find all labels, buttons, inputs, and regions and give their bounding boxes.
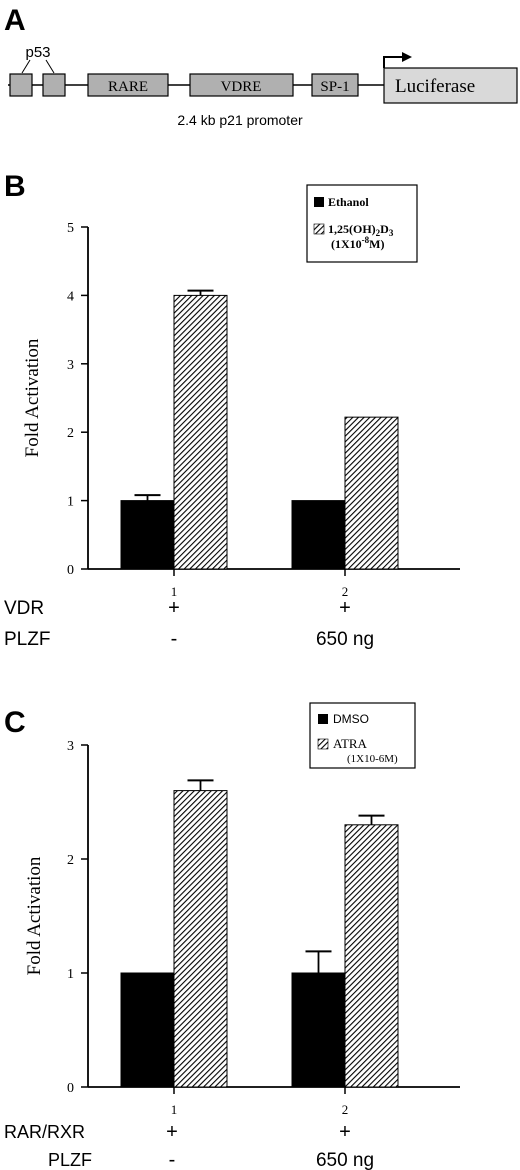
- y-tick-label: 2: [67, 426, 74, 441]
- legend-label-vitd-conc: (1X10-8M): [331, 235, 385, 251]
- promoter-caption: 2.4 kb p21 promoter: [177, 112, 303, 128]
- chart-c-legend: DMSO ATRA (1X10-6M): [309, 702, 416, 769]
- legend-label-dmso: DMSO: [333, 712, 369, 726]
- x-tick-label: 1: [171, 1102, 178, 1117]
- p53-site-1: [9, 73, 33, 97]
- legend-swatch-dmso: [318, 714, 328, 724]
- bar-treated: [173, 790, 228, 1088]
- y-tick-label: 3: [67, 358, 74, 373]
- rare-box: [87, 73, 169, 97]
- vdre-label: VDRE: [221, 79, 262, 95]
- chart-b-y-axis-label: Fold Activation: [22, 338, 43, 457]
- condition-label-plzf: PLZF: [48, 1150, 92, 1170]
- condition-value: +: [339, 597, 351, 619]
- luciferase-label: Luciferase: [395, 76, 475, 97]
- bar-treated: [344, 416, 399, 570]
- condition-value: 650 ng: [316, 629, 374, 650]
- chart-c: Fold Activation 0 1 2 3 1 2: [24, 739, 460, 1117]
- p53-pointer-1: [21, 59, 31, 74]
- bar-treated: [173, 294, 228, 570]
- bar-control: [120, 972, 175, 1088]
- panel-letter-b: B: [4, 170, 26, 203]
- bar-control: [291, 972, 346, 1088]
- p53-label: p53: [25, 44, 50, 61]
- condition-value: -: [169, 1149, 176, 1170]
- panel-a: A p53 RARE VDRE SP-1 Luciferase 2.4 kb p…: [4, 4, 518, 128]
- legend-label-atra-conc: (1X10-6M): [347, 753, 398, 765]
- y-tick-label: 5: [67, 221, 74, 236]
- condition-value: 650 ng: [316, 1150, 374, 1170]
- rare-label: RARE: [108, 79, 148, 95]
- condition-label-vdr: VDR: [4, 598, 44, 619]
- legend-box: [306, 184, 418, 263]
- legend-label-ethanol: Ethanol: [328, 195, 369, 209]
- sp1-box: [311, 73, 359, 97]
- legend-label-vitd: 1,25(OH)2D3: [328, 222, 394, 238]
- y-tick-label: 4: [67, 289, 74, 304]
- panel-letter-c: C: [4, 706, 26, 739]
- y-tick-label: 1: [67, 967, 74, 982]
- y-tick-label: 0: [67, 1081, 74, 1096]
- condition-value: -: [171, 628, 178, 650]
- luciferase-box: [383, 67, 518, 104]
- legend-box: [309, 702, 416, 769]
- panel-letter-a: A: [4, 4, 26, 37]
- x-tick-label: 2: [342, 584, 349, 599]
- condition-label-plzf: PLZF: [4, 629, 50, 650]
- p53-site-2: [42, 73, 66, 97]
- transcription-start-arrow: [383, 52, 412, 68]
- p53-pointer-2: [45, 59, 55, 74]
- legend-label-atra: ATRA: [333, 736, 368, 751]
- y-tick-label: 2: [67, 853, 74, 868]
- y-tick-label: 3: [67, 739, 74, 754]
- x-tick-label: 2: [342, 1102, 349, 1117]
- legend-swatch-ethanol: [314, 197, 324, 207]
- chart-c-y-axis-label: Fold Activation: [24, 856, 45, 975]
- chart-b: Fold Activation 0 1 2 3 4 5 1 2: [22, 221, 460, 599]
- panel-b: B Fold Activation 0 1 2 3 4 5 1 2 Ethanol 1,25(…: [4, 170, 460, 650]
- legend-swatch-vitd: [313, 223, 325, 235]
- bar-treated: [344, 824, 399, 1088]
- chart-b-legend: Ethanol 1,25(OH)2D3 (1X10-8M): [306, 184, 418, 263]
- bar-control: [291, 500, 346, 570]
- sp1-label: SP-1: [320, 79, 349, 95]
- y-tick-label: 0: [67, 563, 74, 578]
- panel-c: C Fold Activation 0 1 2 3 1 2 DMSO ATRA (1X10…: [4, 702, 460, 1170]
- y-tick-label: 1: [67, 495, 74, 510]
- chart-c-conditions: RAR/RXR + + PLZF - 650 ng: [4, 1121, 374, 1170]
- condition-value: +: [166, 1121, 178, 1143]
- condition-value: +: [168, 597, 180, 619]
- vdre-box: [189, 73, 294, 97]
- condition-label-rar-rxr: RAR/RXR: [4, 1122, 85, 1142]
- x-tick-label: 1: [171, 584, 178, 599]
- chart-b-conditions: VDR + + PLZF - 650 ng: [4, 597, 374, 650]
- bar-control: [120, 500, 175, 570]
- condition-value: +: [339, 1121, 351, 1143]
- legend-swatch-atra: [317, 738, 329, 750]
